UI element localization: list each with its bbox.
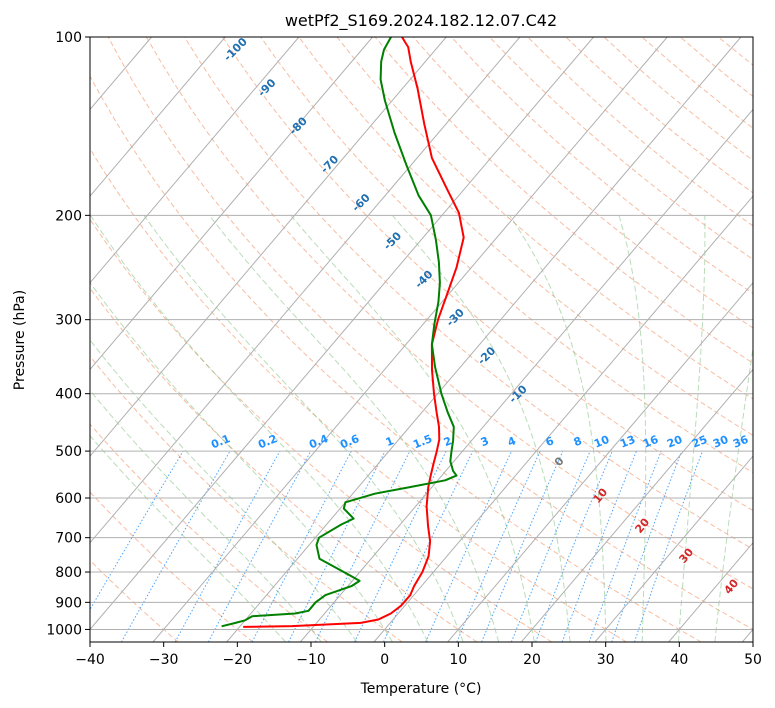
series-line [221, 37, 458, 628]
moist-adiabat [143, 215, 464, 642]
moist-adiabat [90, 434, 286, 642]
x-tick-label: 10 [449, 652, 467, 668]
plot-area-background [90, 37, 753, 642]
y-tick-label: 700 [55, 531, 82, 547]
moist-adiabat [90, 339, 358, 642]
moist-adiabat [90, 281, 393, 642]
y-tick-label: 200 [55, 208, 82, 224]
y-tick-label: 500 [55, 444, 82, 460]
isotherm-line [90, 37, 300, 284]
x-tick-label: 30 [597, 652, 615, 668]
series-lines [221, 37, 465, 628]
y-tick-label: 400 [55, 387, 82, 403]
isotherm-line [90, 37, 447, 457]
mixing-ratio-line [314, 450, 411, 642]
dry-adiabat [222, 37, 753, 512]
dry-adiabat [90, 287, 478, 642]
moist-adiabat [618, 215, 647, 642]
x-tick-label: −30 [149, 652, 179, 668]
dry-adiabat [298, 37, 753, 437]
isotherm-line [594, 455, 753, 642]
y-tick-label: 600 [55, 491, 82, 507]
x-tick-label: −20 [223, 652, 253, 668]
mixing-ratio-line [251, 450, 352, 642]
y-tick-label: 300 [55, 313, 82, 329]
mixing-ratio-label: 1 [384, 434, 396, 449]
isotherm-line [0, 37, 4, 642]
moist-adiabat [90, 215, 429, 642]
mixing-ratio-label: 8 [572, 434, 584, 449]
isotherm-line [520, 368, 753, 642]
dry-adiabat [90, 147, 627, 642]
mixing-ratio-label: 10 [592, 433, 611, 451]
y-axis: 100 200 300 400 500 600 700 800 900 1000 [46, 30, 90, 638]
mixing-ratio-label: 36 [731, 433, 750, 451]
isotherm-line [90, 37, 594, 631]
y-tick-label: 1000 [46, 622, 82, 638]
dry-adiabat [756, 37, 775, 642]
y-tick-label: 100 [55, 30, 82, 46]
mixing-ratio-label: 25 [690, 433, 709, 451]
isotherm-line [90, 37, 226, 197]
moist-adiabat [509, 215, 607, 642]
moist-adiabat [90, 389, 322, 642]
series-line [243, 37, 465, 628]
plot-frame [89, 36, 754, 643]
x-tick-label: −40 [75, 652, 105, 668]
y-axis-title: Pressure (hPa) [12, 290, 28, 390]
moist-adiabat [208, 214, 500, 642]
x-tick-label: −10 [296, 652, 326, 668]
mixing-ratio-label: 30 [711, 433, 730, 451]
mixing-ratio-label: 20 [665, 433, 684, 451]
x-tick-label: 50 [744, 652, 762, 668]
dry-adiabat [107, 37, 753, 630]
moist-adiabat [678, 215, 706, 642]
mixing-ratio-line [456, 450, 541, 642]
background-lines [90, 37, 775, 642]
mixing-ratio-line [510, 450, 591, 642]
isotherm-line [447, 282, 753, 642]
mixing-ratio-label: 16 [641, 433, 660, 451]
y-tick-label: 800 [55, 565, 82, 581]
mixing-ratio-label: 2 [442, 434, 454, 449]
mixing-ratio-line [561, 450, 637, 642]
isotherm-line [152, 37, 668, 642]
x-axis: −40 −30 −20 −10 0 10 20 30 40 50 [75, 642, 762, 668]
x-tick-label: 20 [523, 652, 541, 668]
dry-adiabat [451, 37, 753, 295]
isotherm-line [299, 108, 753, 642]
dry-adiabat [90, 75, 702, 642]
mixing-ratio-line [634, 450, 703, 642]
dry-adiabat [412, 37, 753, 329]
mixing-ratio-line [611, 450, 683, 642]
dry-adiabat [145, 37, 753, 590]
isotherm-line [373, 195, 753, 642]
dry-adiabat [90, 423, 328, 642]
mixing-ratio-line [207, 450, 312, 642]
mixing-ratio-line [588, 450, 662, 642]
x-axis-title: Temperature (°C) [360, 681, 482, 697]
moist-adiabat [714, 344, 753, 642]
chart-title: wetPf2_S169.2024.182.12.07.C42 [285, 11, 557, 31]
mixing-ratio-line [535, 450, 613, 642]
mixing-ratio-label: 3 [479, 434, 491, 449]
x-tick-label: 40 [670, 652, 688, 668]
dry-adiabat [184, 37, 753, 550]
mixing-ratio-line [174, 450, 281, 642]
mixing-ratio-label: 13 [618, 433, 637, 451]
isotherm-line [90, 37, 373, 371]
y-tick-label: 900 [55, 595, 82, 611]
dry-adiabat [90, 218, 552, 642]
x-tick-label: 0 [380, 652, 389, 668]
mixing-ratio-line [354, 450, 447, 642]
mixing-ratio-line [425, 450, 513, 642]
mixing-ratio-line [288, 450, 386, 642]
moist-adiabat [391, 214, 571, 642]
isotherm-line [226, 37, 742, 642]
isotherm-line [90, 37, 521, 544]
dry-adiabat [90, 491, 254, 642]
moist-adiabat [290, 214, 535, 642]
